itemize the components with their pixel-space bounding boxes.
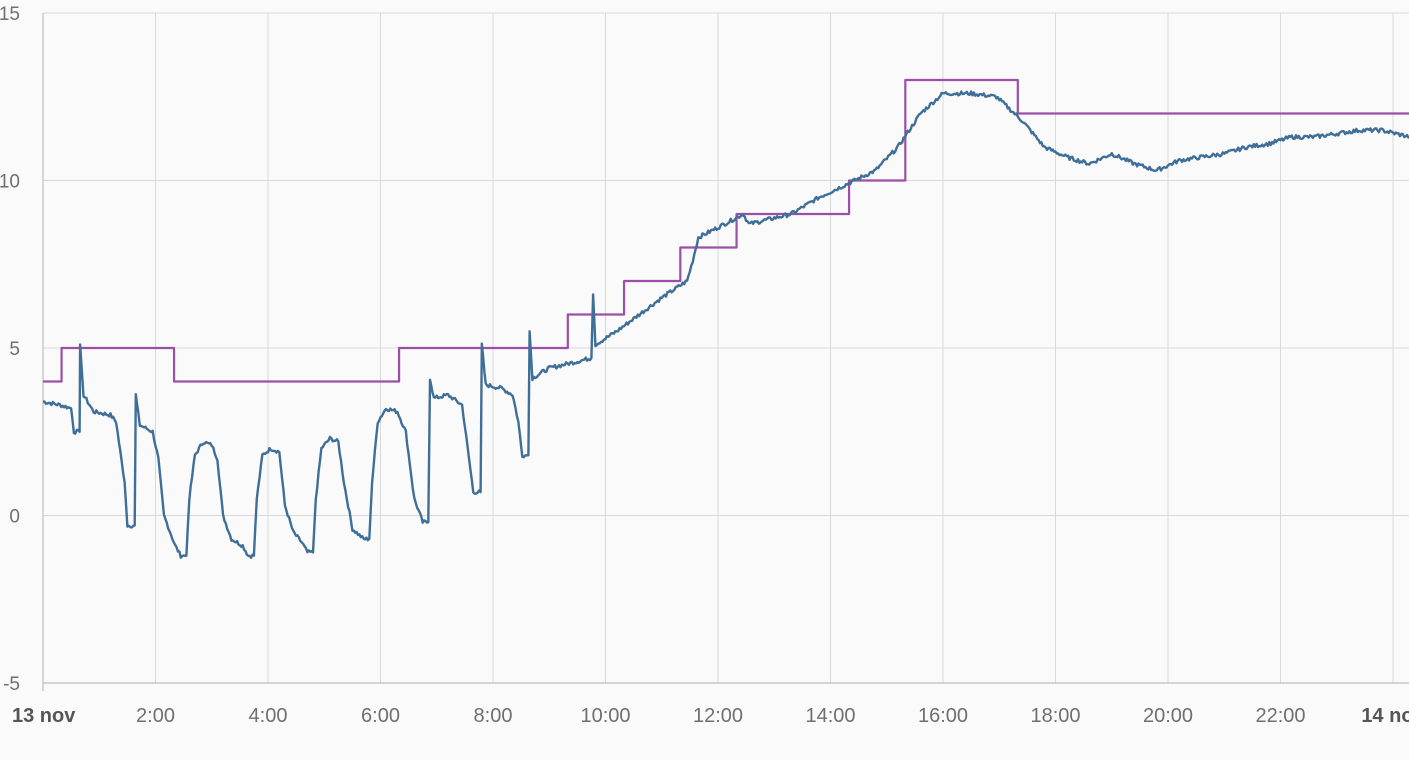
- x-tick-label: 12:00: [693, 705, 743, 727]
- y-tick-label: -5: [3, 674, 20, 695]
- tick-labels: -5 0 5 10 15 13 nov 2:00 4:00 6:00 8:00 10:00 12:00…: [0, 4, 1409, 727]
- x-tick-label: 2:00: [136, 705, 175, 727]
- x-tick-label: 6:00: [361, 705, 400, 727]
- series: [43, 78, 1409, 559]
- x-tick-label: 18:00: [1030, 705, 1080, 727]
- x-tick-label: 22:00: [1255, 705, 1305, 727]
- x-tick-label: 13 nov: [12, 705, 76, 727]
- y-tick-label: 15: [0, 4, 20, 25]
- x-tick-label: 8:00: [474, 705, 513, 727]
- setpoint-step-line: [43, 78, 1409, 383]
- y-tick-label: 5: [9, 339, 20, 360]
- grid: [43, 12, 1409, 684]
- x-tick-label: 14:00: [805, 705, 855, 727]
- measured-temperature-line: [43, 90, 1409, 559]
- axes: [42, 13, 1409, 691]
- y-tick-label: 0: [9, 507, 20, 528]
- x-tick-label: 4:00: [249, 705, 288, 727]
- x-tick-label: 16:00: [918, 705, 968, 727]
- x-tick-label: 10:00: [580, 705, 630, 727]
- x-tick-label: 14 nov: [1361, 705, 1409, 727]
- y-tick-label: 10: [0, 172, 20, 193]
- x-tick-label: 20:00: [1143, 705, 1193, 727]
